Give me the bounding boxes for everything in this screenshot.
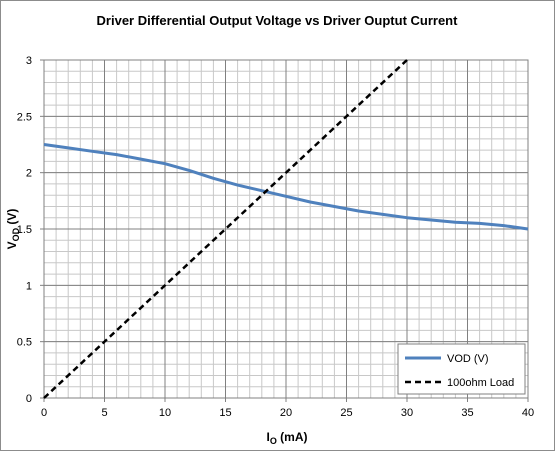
x-tick-label: 25 [340,407,352,419]
legend: VOD (V) 100ohm Load [397,343,526,395]
y-tick-label: 2 [26,168,32,180]
x-tick-label: 35 [461,407,473,419]
x-tick-label: 15 [219,407,231,419]
y-axis-ticks: 0 0.5 1 1.5 2 2.5 3 [17,55,44,405]
x-tick-label: 0 [41,407,47,419]
series-line-1 [43,59,408,399]
series-layer [43,59,529,399]
y-axis-label: VOD (V) [5,209,21,250]
x-tick-label: 10 [159,407,171,419]
y-tick-label: 0 [26,393,32,405]
chart-title: Driver Differential Output Voltage vs Dr… [97,13,459,28]
legend-label-100ohm-load: 100ohm Load [447,377,514,389]
series-line-0 [43,143,529,231]
x-tick-label: 5 [101,407,107,419]
y-tick-label: 1.5 [17,224,32,236]
y-tick-label: 3 [26,55,32,67]
x-tick-label: 20 [280,407,292,419]
legend-label-vod: VOD (V) [447,353,489,365]
y-axis-label-subscript: OD [11,227,21,241]
legend-box [397,343,526,395]
x-axis-label: IO (mA) [266,430,307,446]
x-axis-label-unit: (mA) [277,430,308,444]
y-tick-label: 0.5 [17,337,32,349]
y-axis-label-unit: (V) [5,209,19,228]
x-axis-ticks: 0 5 10 15 20 25 30 35 40 [41,398,534,419]
x-axis-label-subscript: O [270,436,277,446]
y-tick-label: 2.5 [17,111,32,123]
x-tick-label: 30 [401,407,413,419]
y-tick-label: 1 [26,280,32,292]
x-tick-label: 40 [522,407,534,419]
